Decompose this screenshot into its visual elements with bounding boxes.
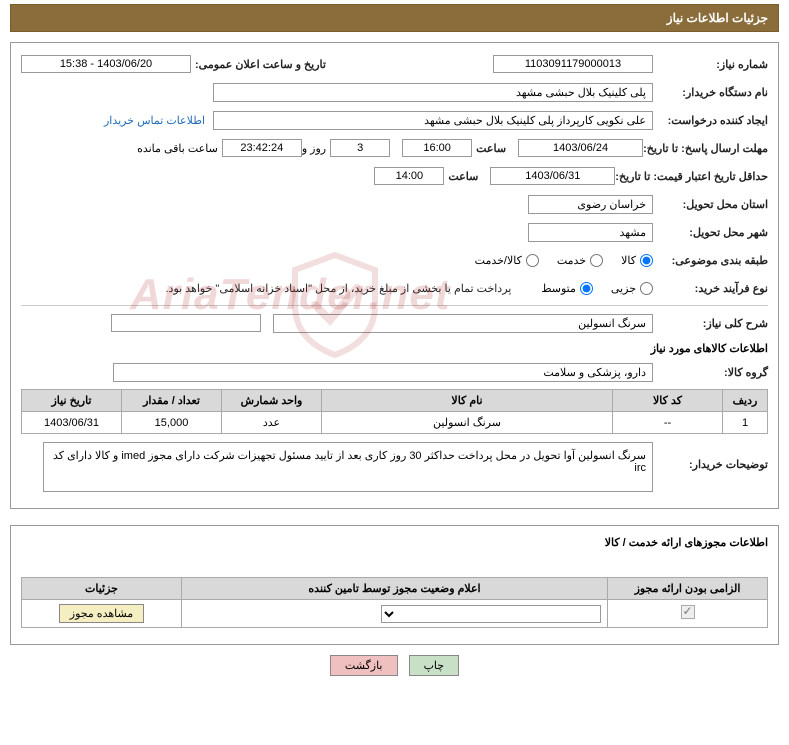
deadline-label: مهلت ارسال پاسخ: تا تاریخ: bbox=[643, 142, 768, 155]
cat-opt-both[interactable]: کالا/خدمت bbox=[475, 254, 539, 267]
proc-label: نوع فرآیند خرید: bbox=[653, 282, 768, 295]
page-title: جزئیات اطلاعات نیاز bbox=[667, 11, 768, 25]
items-header: اطلاعات کالاهای مورد نیاز bbox=[21, 342, 768, 355]
td-row: 1 bbox=[723, 412, 768, 434]
permits-table: الزامی بودن ارائه مجوز اعلام وضعیت مجوز … bbox=[21, 577, 768, 628]
buyer-org-label: نام دستگاه خریدار: bbox=[653, 86, 768, 99]
prov-label: استان محل تحویل: bbox=[653, 198, 768, 211]
status-select[interactable] bbox=[381, 605, 601, 623]
proc-radio-group: جزیی متوسط bbox=[541, 282, 653, 295]
buyer-contact-link[interactable]: اطلاعات تماس خریدار bbox=[104, 114, 205, 127]
td-date: 1403/06/31 bbox=[22, 412, 122, 434]
cat-label: طبقه بندی موضوعی: bbox=[653, 254, 768, 267]
table-row: 1 -- سرنگ انسولین عدد 15,000 1403/06/31 bbox=[22, 412, 768, 434]
th-row: ردیف bbox=[723, 390, 768, 412]
requester-label: ایجاد کننده درخواست: bbox=[653, 114, 768, 127]
permits-section: اطلاعات مجوزهای ارائه خدمت / کالا الزامی… bbox=[10, 525, 779, 645]
mandatory-checkbox bbox=[681, 605, 695, 619]
td-name: سرنگ انسولین bbox=[322, 412, 613, 434]
permit-details-cell: مشاهده مجوز bbox=[22, 600, 182, 628]
deadline-date: 1403/06/24 bbox=[518, 139, 643, 157]
announce-dt-value: 1403/06/20 - 15:38 bbox=[21, 55, 191, 73]
group-value: دارو، پزشکی و سلامت bbox=[113, 363, 653, 382]
proc-radio-jozi[interactable] bbox=[640, 282, 653, 295]
view-permit-button[interactable]: مشاهده مجوز bbox=[59, 604, 144, 623]
td-qty: 15,000 bbox=[122, 412, 222, 434]
remain-text: ساعت باقی مانده bbox=[137, 142, 218, 155]
td-unit: عدد bbox=[222, 412, 322, 434]
cat-radio-both[interactable] bbox=[526, 254, 539, 267]
button-row: چاپ بازگشت bbox=[10, 655, 779, 676]
need-no-value: 1103091179000013 bbox=[493, 55, 653, 73]
items-table: ردیف کد کالا نام کالا واحد شمارش تعداد /… bbox=[21, 389, 768, 434]
divider-1 bbox=[21, 305, 768, 306]
th-date: تاریخ نیاز bbox=[22, 390, 122, 412]
desc-extra bbox=[111, 314, 261, 332]
saat-label-1: ساعت bbox=[476, 142, 506, 155]
city-label: شهر محل تحویل: bbox=[653, 226, 768, 239]
proc-opt-mid[interactable]: متوسط bbox=[541, 282, 593, 295]
th-details: جزئیات bbox=[22, 578, 182, 600]
cat-opt-kala[interactable]: کالا bbox=[621, 254, 653, 267]
buyer-note-text: سرنگ انسولین آوا تحویل در محل پرداخت حدا… bbox=[43, 442, 653, 492]
deadline-time: 16:00 bbox=[402, 139, 472, 157]
desc-value: سرنگ انسولین bbox=[273, 314, 653, 333]
proc-opt-jozi[interactable]: جزیی bbox=[611, 282, 653, 295]
th-code: کد کالا bbox=[613, 390, 723, 412]
cat-radio-khedmat[interactable] bbox=[590, 254, 603, 267]
page-header: جزئیات اطلاعات نیاز bbox=[10, 4, 779, 32]
th-unit: واحد شمارش bbox=[222, 390, 322, 412]
print-button[interactable]: چاپ bbox=[409, 655, 460, 676]
td-code: -- bbox=[613, 412, 723, 434]
buyer-org-value: پلی کلینیک بلال حبشی مشهد bbox=[213, 83, 653, 102]
need-no-label: شماره نیاز: bbox=[653, 58, 768, 71]
desc-label: شرح کلی نیاز: bbox=[653, 317, 768, 330]
th-qty: تعداد / مقدار bbox=[122, 390, 222, 412]
prov-value: خراسان رضوی bbox=[528, 195, 653, 214]
proc-note: پرداخت تمام یا بخشی از مبلغ خرید، از محل… bbox=[166, 282, 512, 295]
rooz-va: روز و bbox=[302, 142, 326, 155]
th-mandatory: الزامی بودن ارائه مجوز bbox=[608, 578, 768, 600]
validity-date: 1403/06/31 bbox=[490, 167, 615, 185]
group-label: گروه کالا: bbox=[653, 366, 768, 379]
permit-mandatory-cell bbox=[608, 600, 768, 628]
countdown: 23:42:24 bbox=[222, 139, 302, 157]
announce-dt-label: تاریخ و ساعت اعلان عمومی: bbox=[195, 58, 326, 71]
permit-status-cell bbox=[182, 600, 608, 628]
cat-radio-kala[interactable] bbox=[640, 254, 653, 267]
permits-title: اطلاعات مجوزهای ارائه خدمت / کالا bbox=[21, 536, 768, 549]
buyer-note-label: توضیحات خریدار: bbox=[653, 442, 768, 471]
th-status: اعلام وضعیت مجوز توسط تامین کننده bbox=[182, 578, 608, 600]
permit-row: مشاهده مجوز bbox=[22, 600, 768, 628]
cat-opt-khedmat[interactable]: خدمت bbox=[557, 254, 603, 267]
proc-radio-mid[interactable] bbox=[580, 282, 593, 295]
form-section: شماره نیاز: 1103091179000013 تاریخ و ساع… bbox=[10, 42, 779, 509]
requester-value: علی نکویی کارپرداز پلی کلینیک بلال حبشی … bbox=[213, 111, 653, 130]
saat-label-2: ساعت bbox=[448, 170, 478, 183]
validity-label: حداقل تاریخ اعتبار قیمت: تا تاریخ: bbox=[615, 170, 768, 183]
cat-radio-group: کالا خدمت کالا/خدمت bbox=[475, 254, 653, 267]
city-value: مشهد bbox=[528, 223, 653, 242]
th-name: نام کالا bbox=[322, 390, 613, 412]
validity-time: 14:00 bbox=[374, 167, 444, 185]
back-button[interactable]: بازگشت bbox=[330, 655, 398, 676]
remaining-days: 3 bbox=[330, 139, 390, 157]
